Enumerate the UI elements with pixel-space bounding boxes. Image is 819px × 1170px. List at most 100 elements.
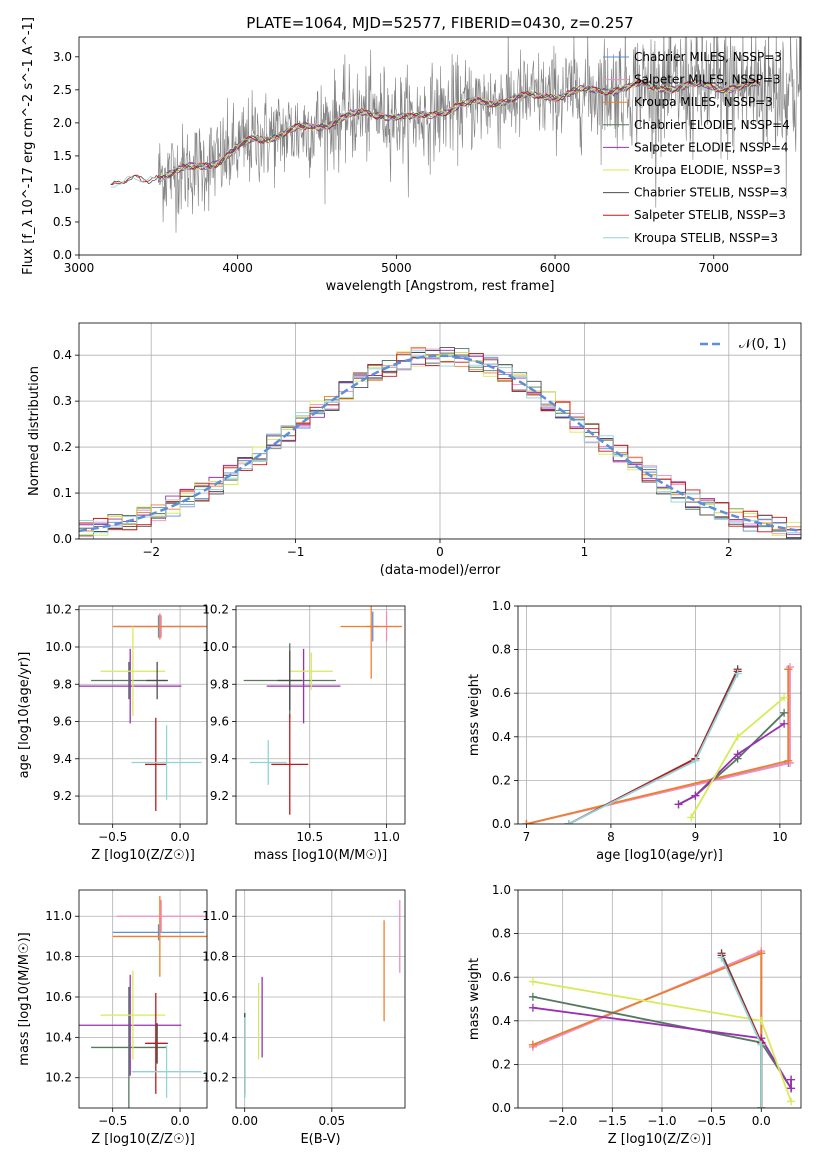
x-axis-label: Z [log10(Z/Z☉)] [91, 1132, 195, 1147]
x-tick-label: 7000 [698, 261, 729, 275]
plus-marker [717, 953, 726, 962]
x-axis-label: mass [log10(M/M☉)] [254, 848, 387, 863]
axes-frame [235, 605, 406, 825]
panel-2-plot-area [79, 606, 207, 824]
y-tick-label: 0.4 [492, 730, 511, 744]
plus-marker [691, 756, 700, 765]
plus-marker [528, 992, 537, 1001]
normal-curve [79, 354, 801, 533]
y-tick-label: 9.8 [53, 677, 72, 691]
y-tick-label: 0.0 [492, 817, 511, 831]
plus-marker [787, 1084, 796, 1093]
x-axis-label: Z [log10(Z/Z☉)] [608, 1132, 712, 1147]
model-spectrum-kroupa-stelib [110, 79, 761, 188]
y-tick-label: 10.4 [202, 1030, 229, 1044]
panel-4: 7 8 9 10 0.0 0.2 0.4 0.6 0.8 1.0 age [log10(age/yr… [467, 599, 802, 863]
y-axis-label: mass weight [467, 958, 482, 1040]
plus-marker [780, 693, 789, 702]
panel-5: −0.5 0.0 10.2 10.4 10.6 10.8 11.0 Z [log10(Z/Z☉… [17, 889, 208, 1147]
axes-frame [78, 605, 208, 825]
y-tick-label: 0.4 [492, 1014, 511, 1028]
y-tick-label: 10.6 [45, 990, 72, 1004]
panel-1-plot-area [79, 323, 801, 539]
plus-marker [784, 756, 793, 765]
x-tick-label: −0.5 [98, 830, 127, 844]
y-tick-label: 10.8 [202, 950, 229, 964]
panel-3-plot-area [236, 606, 405, 824]
y-tick-label: 10.0 [45, 640, 72, 654]
legend-label: Chabrier ELODIE, NSSP=4 [634, 118, 790, 132]
legend-label: Salpeter MILES, NSSP=3 [634, 73, 781, 87]
plus-marker [784, 665, 793, 674]
x-axis-label: (data-model)/error [380, 563, 501, 578]
plus-marker [787, 1097, 796, 1106]
y-tick-label: 1.0 [53, 182, 72, 196]
y-tick-label: 0.3 [53, 394, 72, 408]
panel-2: −0.5 0.0 9.2 9.4 9.6 9.8 10.0 10.2 Z [log10(Z/Z☉… [17, 603, 208, 863]
legend-label: Salpeter ELODIE, NSSP=4 [634, 140, 789, 154]
legend-label: 𝒩(0, 1) [739, 337, 786, 352]
x-tick-label: 11.0 [373, 830, 400, 844]
x-tick-label: 6000 [540, 261, 571, 275]
plus-marker [757, 1016, 766, 1025]
model-spectrum-chabrier-stelib [110, 79, 761, 186]
y-tick-label: 11.0 [202, 909, 229, 923]
histogram-chabrier-stelib [79, 347, 801, 539]
x-axis-label: wavelength [Angstrom, rest frame] [326, 279, 555, 294]
plus-marker [787, 1075, 796, 1084]
y-axis-label: mass weight [467, 674, 482, 756]
x-tick-label: −1 [287, 545, 305, 559]
plus-marker [528, 1003, 537, 1012]
y-tick-label: 0.0 [492, 1101, 511, 1115]
y-tick-label: 0.8 [492, 927, 511, 941]
panel-6: 0.00 0.05 10.2 10.4 10.6 10.8 11.0 E(B-V) [202, 889, 406, 1147]
x-tick-label: 0.00 [231, 1114, 258, 1128]
x-tick-label: 3000 [64, 261, 95, 275]
y-tick-label: 3.0 [53, 50, 72, 64]
plus-marker [691, 791, 700, 800]
y-tick-label: 0.0 [53, 532, 72, 546]
legend-label: Kroupa MILES, NSSP=3 [634, 95, 773, 109]
plus-marker [780, 708, 789, 717]
figure-title: PLATE=1064, MJD=52577, FIBERID=0430, z=0… [246, 14, 633, 32]
y-axis-label: mass [log10(M/M☉)] [17, 932, 32, 1065]
y-tick-label: 2.0 [53, 116, 72, 130]
y-axis-label: Flux [f_λ 10^-17 erg cm^-2 s^-1 A^-1] [21, 17, 36, 275]
plus-marker [687, 813, 696, 822]
plus-marker [757, 949, 766, 958]
x-axis-label: E(B-V) [300, 1132, 340, 1147]
plus-marker [733, 732, 742, 741]
x-tick-label: 0.0 [752, 1114, 771, 1128]
y-tick-label: 0.2 [53, 440, 72, 454]
x-tick-label: −1.5 [598, 1114, 627, 1128]
y-tick-label: 9.8 [210, 677, 229, 691]
y-tick-label: 2.5 [53, 83, 72, 97]
x-tick-label: 10 [772, 830, 787, 844]
x-tick-label: −0.5 [98, 1114, 127, 1128]
x-tick-label: −2.0 [548, 1114, 577, 1128]
x-tick-label: 0.0 [171, 1114, 190, 1128]
panel-7: −2.0 −1.5 −1.0 −0.5 0.0 0.0 0.2 0.4 0.6 0.8 1.0 Z [… [467, 883, 802, 1147]
panel-6-plot-area [236, 890, 405, 1108]
axes-frame [78, 322, 802, 540]
y-tick-label: 9.4 [210, 752, 229, 766]
axes-frame [235, 889, 406, 1109]
x-tick-label: −0.5 [697, 1114, 726, 1128]
axes-frame [517, 889, 802, 1109]
model-spectrum-kroupa-elodie [157, 80, 761, 179]
y-axis-label: Normed distribution [27, 366, 42, 496]
y-tick-label: 10.2 [202, 1071, 229, 1085]
x-tick-label: −2 [142, 545, 160, 559]
plus-marker [564, 820, 573, 824]
y-tick-label: 0.1 [53, 486, 72, 500]
y-tick-label: 10.6 [202, 990, 229, 1004]
legend-label: Chabrier STELIB, NSSP=3 [634, 186, 787, 200]
y-tick-label: 1.5 [53, 149, 72, 163]
x-tick-label: −1.0 [647, 1114, 676, 1128]
y-tick-label: 9.4 [53, 752, 72, 766]
panel-1: −2 −1 0 1 2 0.0 0.1 0.2 0.3 0.4 (data-model)/error… [27, 322, 802, 578]
x-tick-label: 5000 [381, 261, 412, 275]
x-tick-label: 0 [436, 545, 444, 559]
